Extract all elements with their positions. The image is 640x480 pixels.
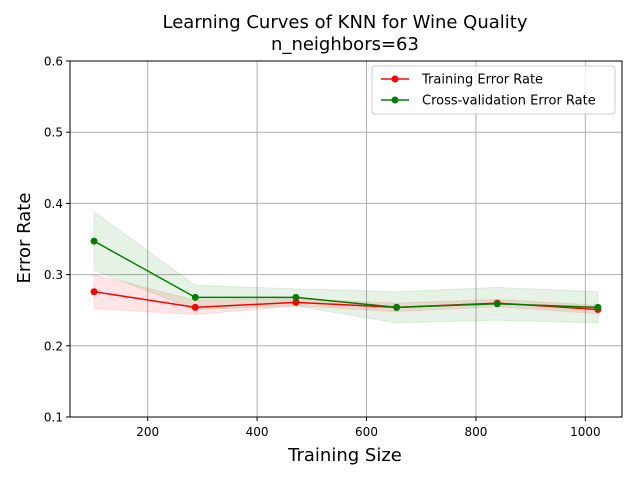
series-1-point [191, 293, 199, 301]
series-1-point [90, 237, 98, 245]
y-axis-label: Error Rate [14, 193, 35, 284]
series-1-point [292, 293, 300, 301]
x-tick-label: 400 [246, 425, 269, 439]
y-tick-label: 0.5 [44, 126, 63, 140]
series-lines [93, 240, 598, 311]
y-axis-ticks: 0.1 0.2 0.3 0.4 0.5 0.6 [44, 55, 70, 425]
y-tick-label: 0.6 [44, 55, 63, 69]
chart-title: Learning Curves of KNN for Wine Quality [163, 12, 528, 33]
y-tick-label: 0.4 [44, 197, 63, 211]
series-0-point [191, 303, 199, 311]
x-tick-label: 200 [136, 425, 159, 439]
plot-frame [69, 60, 623, 418]
series-points [90, 237, 602, 313]
y-tick-label: 0.2 [44, 339, 63, 353]
legend: Training Error Rate Cross-validation Erro… [371, 65, 616, 115]
chart-subtitle: n_neighbors=63 [271, 34, 419, 55]
x-tick-label: 600 [355, 425, 378, 439]
y-tick-label: 0.3 [44, 268, 63, 282]
series-1-point [493, 300, 501, 308]
x-tick-label: 1000 [570, 425, 601, 439]
series-0-point [90, 288, 98, 296]
legend-marker [391, 75, 399, 83]
series-1-line [93, 240, 598, 309]
legend-label: Training Error Rate [421, 73, 543, 88]
legend-box [371, 65, 616, 115]
x-axis-ticks: 200 400 600 800 1000 [136, 417, 601, 439]
legend-marker [391, 96, 399, 104]
y-tick-label: 0.1 [44, 411, 63, 425]
x-axis-label: Training Size [287, 445, 402, 466]
legend-label: Cross-validation Error Rate [422, 94, 596, 109]
x-tick-label: 800 [464, 425, 487, 439]
series-1-point [393, 303, 401, 311]
series-1-point [594, 303, 602, 311]
series-0-point [292, 298, 300, 306]
